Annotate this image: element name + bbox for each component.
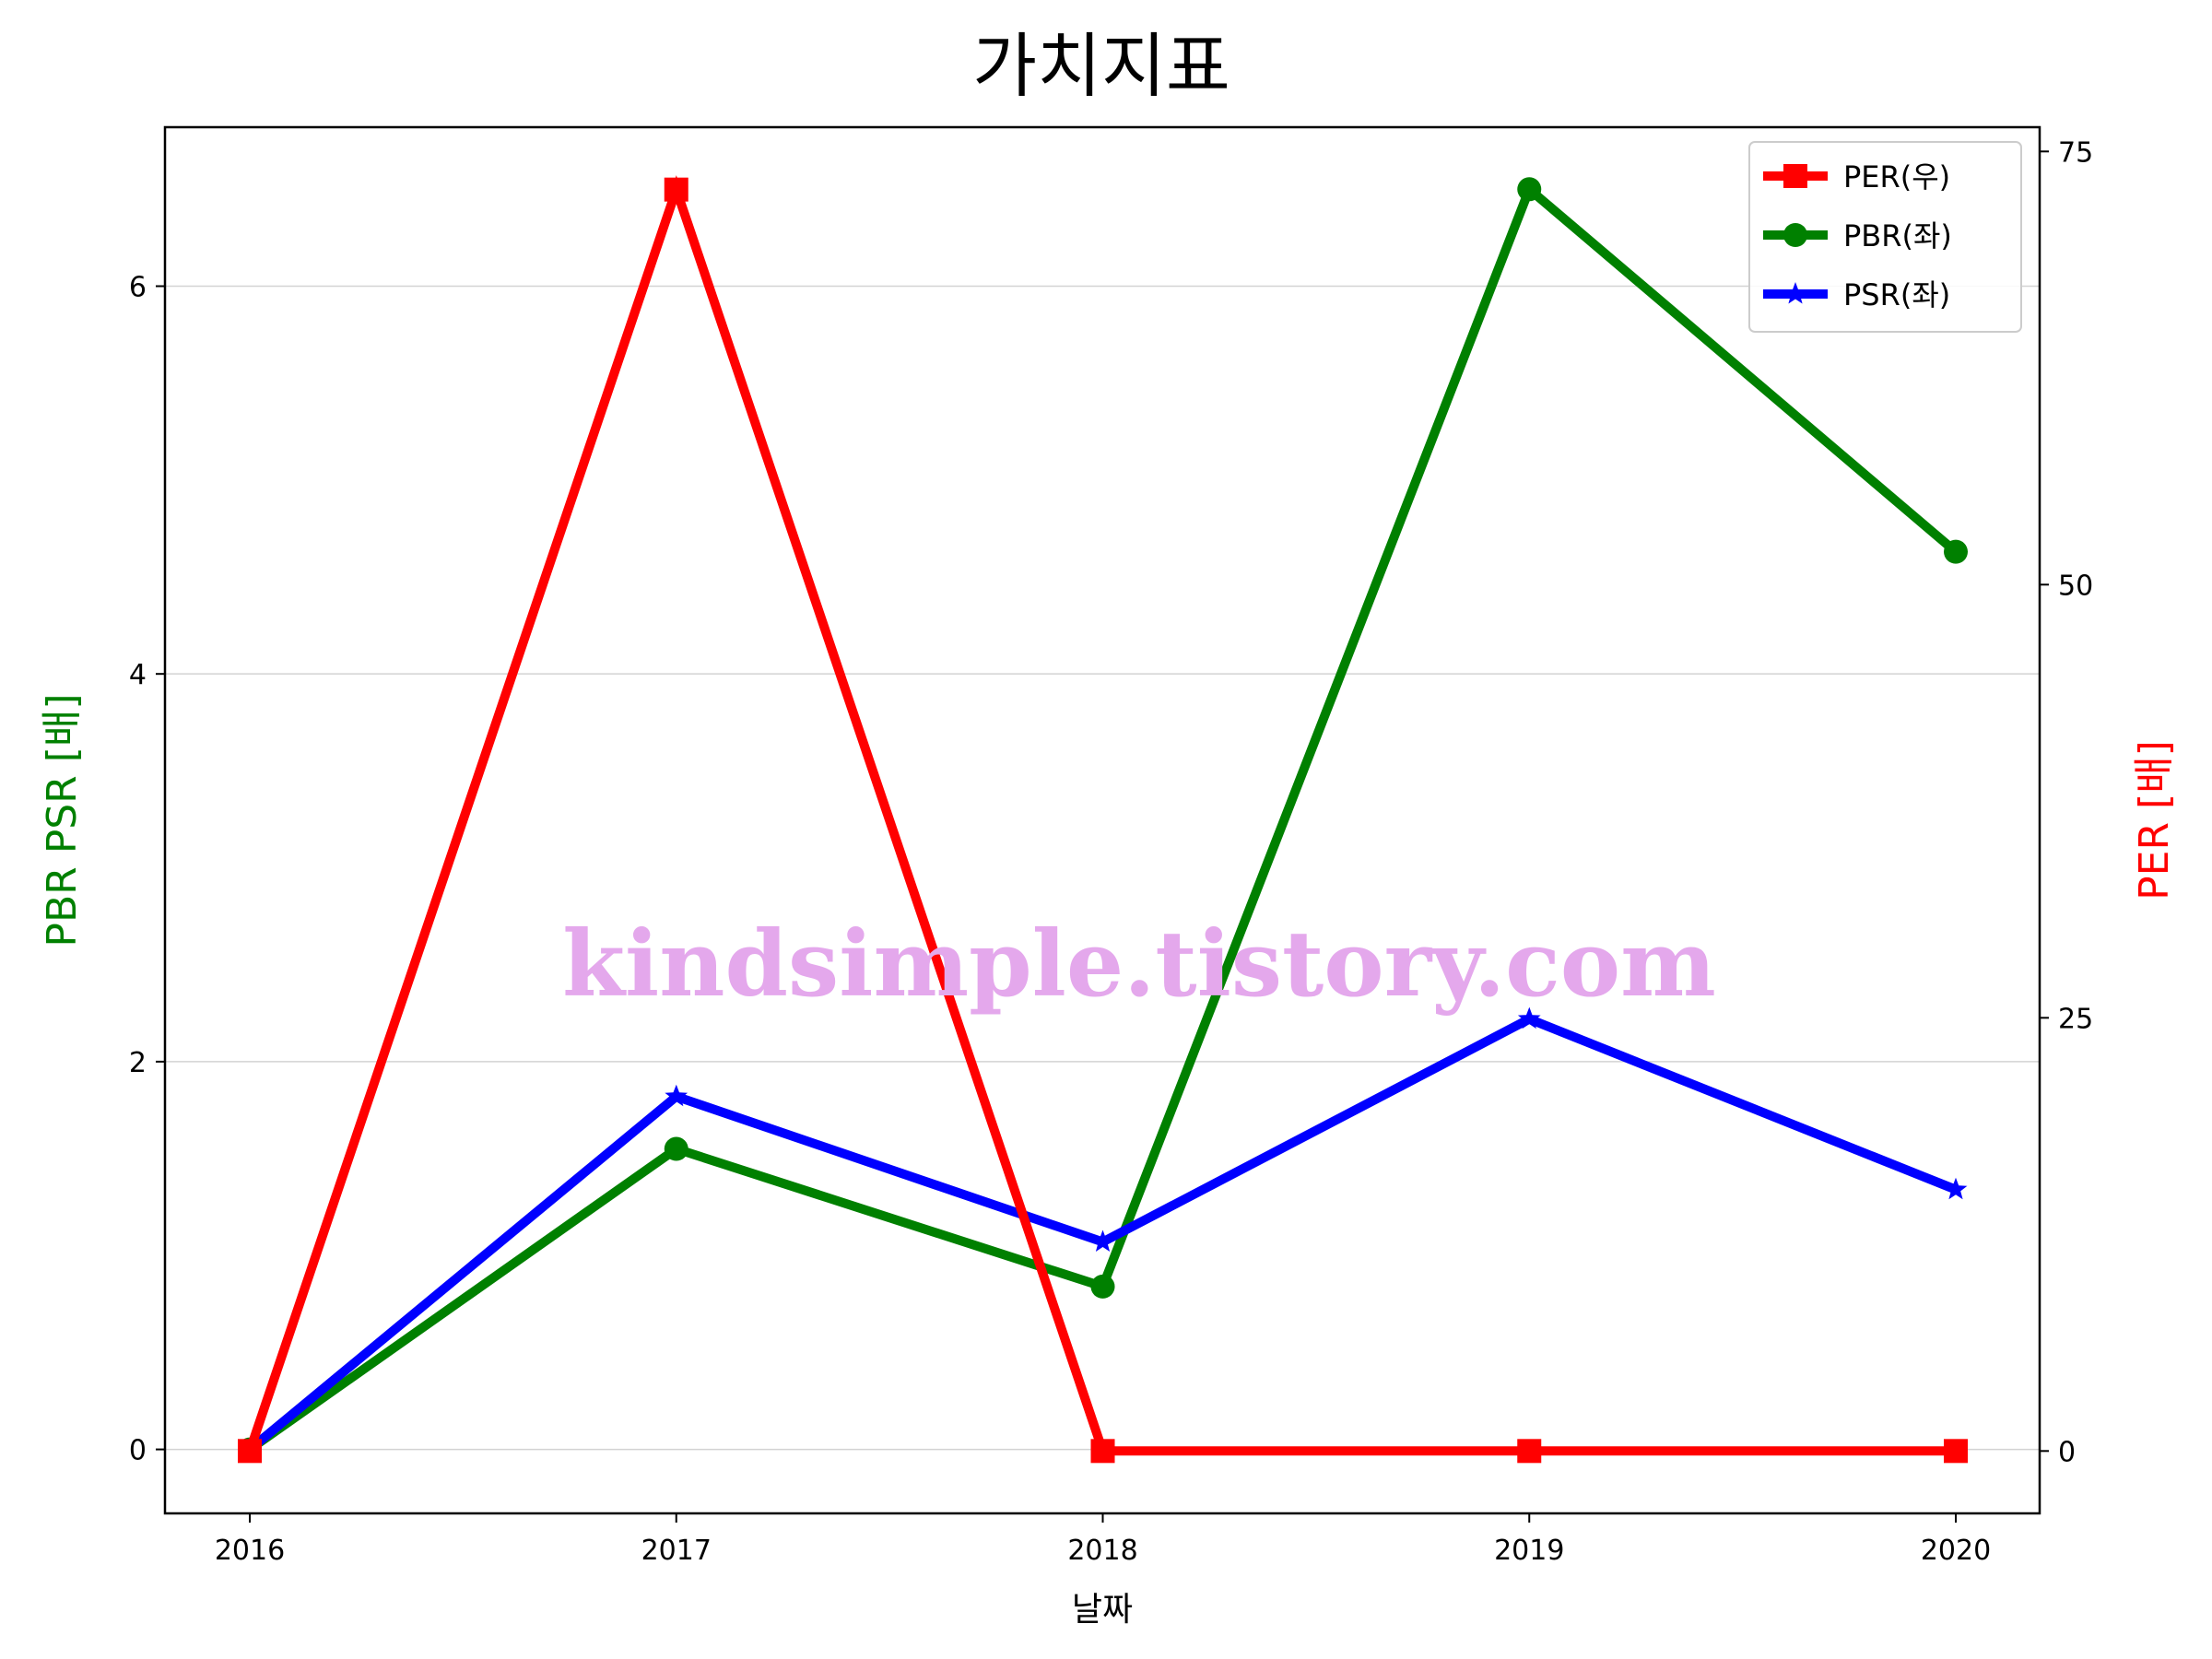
data-point	[665, 1084, 688, 1107]
y-tick-label-right: 0	[2058, 1436, 2076, 1468]
legend-box	[1748, 141, 2022, 333]
legend-label: PSR(좌)	[1843, 277, 1950, 312]
series-PSR(좌)	[238, 1006, 1968, 1460]
y-tick-label-right: 25	[2058, 1003, 2093, 1035]
data-point	[1517, 1439, 1542, 1464]
legend: PER(우) PBR(좌) PSR(좌)	[1748, 141, 2022, 333]
data-point	[1091, 1230, 1114, 1252]
data-point	[1783, 164, 1807, 188]
data-point	[1517, 177, 1542, 202]
x-tick-label: 2018	[1067, 1535, 1137, 1567]
chart-title: 가치지표	[972, 25, 1230, 107]
x-tick-label: 2016	[215, 1535, 285, 1567]
x-axis-label: 날짜	[1072, 1591, 1133, 1629]
y-tick-label-left: 2	[129, 1047, 147, 1079]
y-tick-label-left: 0	[129, 1435, 147, 1467]
data-point	[238, 1439, 262, 1464]
y-axis-label-right: PER [배]	[2131, 740, 2178, 900]
y-tick-label-right: 50	[2058, 570, 2093, 602]
data-point	[1783, 282, 1807, 304]
series-PER(우)	[238, 175, 1968, 1464]
data-point	[1517, 1006, 1541, 1030]
legend-entry: PSR(좌)	[1763, 277, 1950, 312]
data-point	[1090, 1439, 1115, 1464]
legend-entry: PBR(좌)	[1763, 218, 1952, 253]
data-point	[1944, 1439, 1968, 1464]
series-PBR(좌)	[238, 177, 1968, 1462]
series-layer	[238, 175, 1968, 1464]
y-tick-label-left: 4	[129, 659, 147, 691]
data-point	[1783, 223, 1807, 247]
legend-entry: PER(우)	[1763, 159, 1950, 194]
data-point	[1090, 1274, 1115, 1299]
data-point	[1944, 539, 1968, 564]
data-point	[664, 177, 688, 202]
legend-label: PER(우)	[1843, 159, 1950, 194]
series-line	[247, 181, 1959, 1453]
legend-label: PBR(좌)	[1843, 218, 1952, 253]
data-point	[1944, 1177, 1968, 1200]
series-line	[245, 175, 1956, 1456]
axes-ticks: 2016 2017 2018 2019 2020 0 2 4 6 0 25 50 75	[129, 136, 2093, 1567]
x-tick-label: 2019	[1494, 1535, 1564, 1567]
watermark: kindsimple.tistory.com	[562, 912, 1716, 1018]
y-tick-label-left: 6	[129, 271, 147, 303]
data-point	[664, 1136, 688, 1161]
y-axis-label-left: PBR PSR [배]	[39, 693, 86, 947]
y-tick-label-right: 75	[2058, 136, 2093, 169]
x-tick-label: 2017	[641, 1535, 712, 1567]
x-tick-label: 2020	[1921, 1535, 1991, 1567]
